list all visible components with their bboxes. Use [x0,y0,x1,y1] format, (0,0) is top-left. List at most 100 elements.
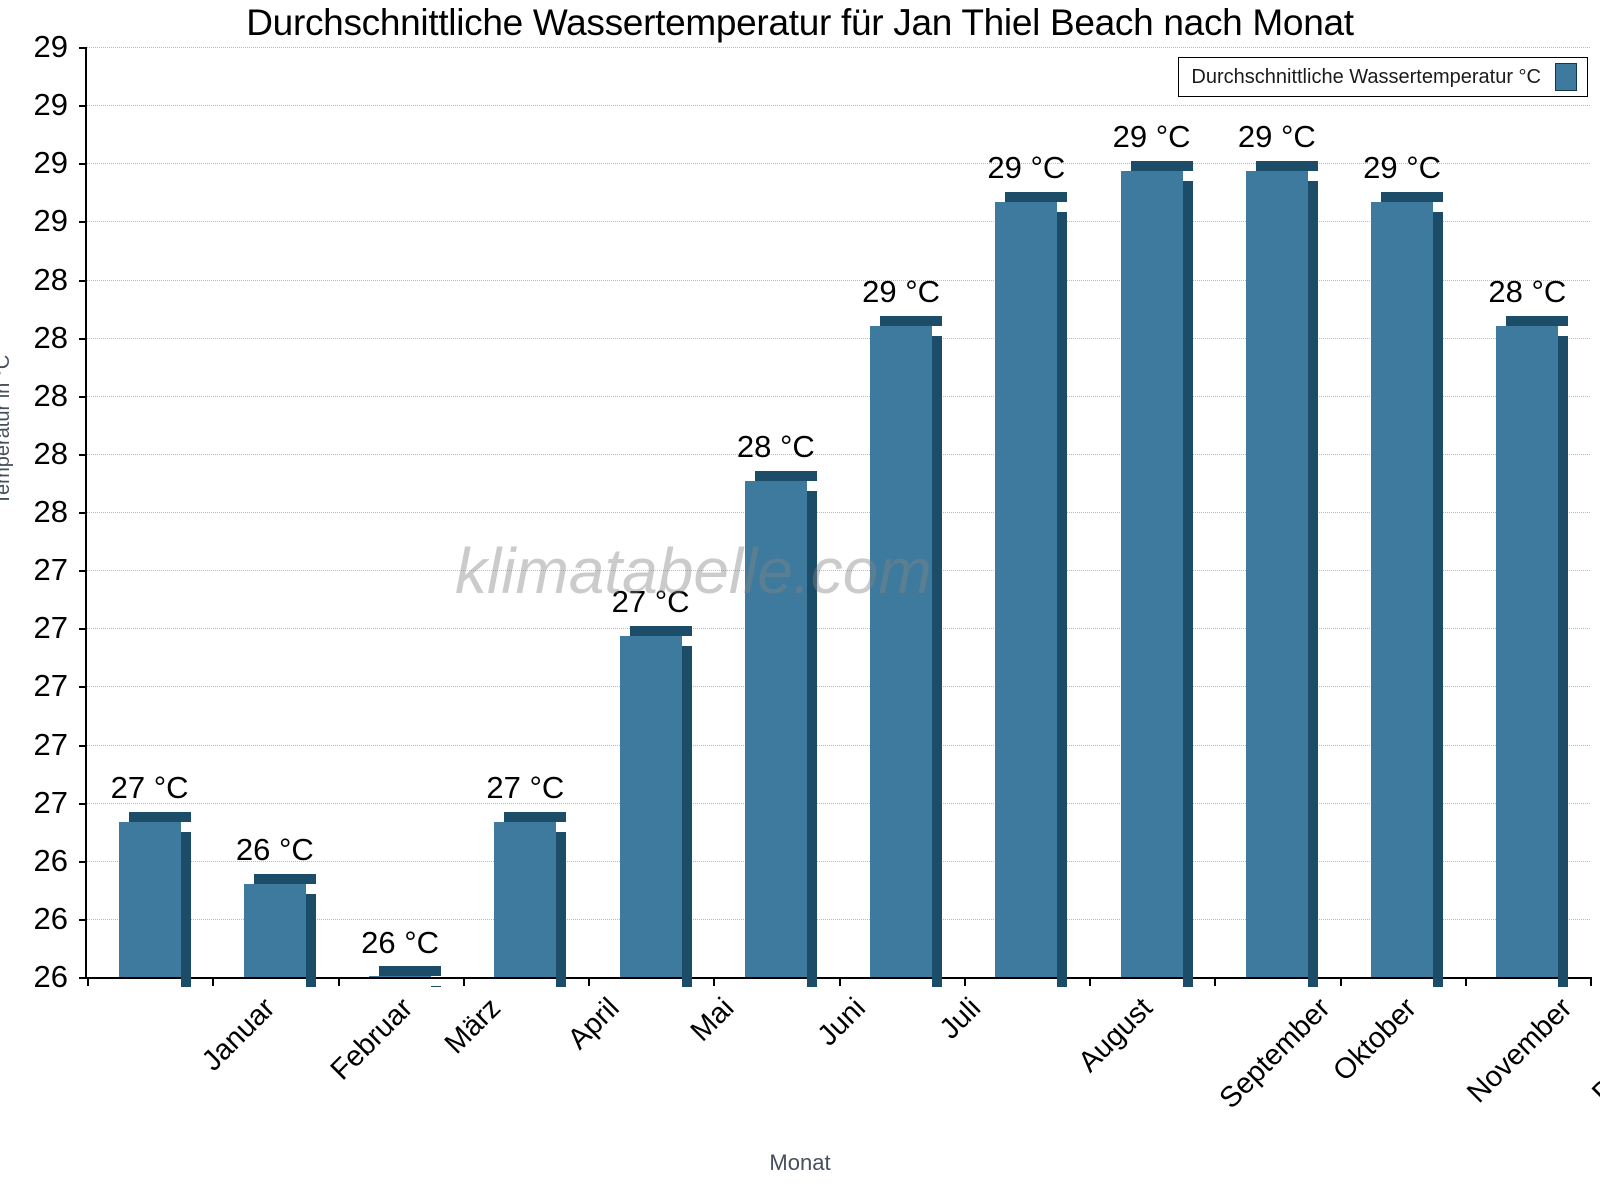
bar-side-shadow [932,336,943,987]
bar[interactable] [1245,161,1318,987]
y-tick-label: 27 [33,784,68,820]
bar-value-label: 27 °C [110,770,189,805]
bar-value-label: 29 °C [862,274,941,309]
bar-top-shadow [253,874,316,884]
bar-body [243,884,306,977]
gridline [87,395,1590,397]
bar-value-label: 26 °C [235,832,314,867]
bar-side-shadow [180,832,191,987]
bar[interactable] [744,471,817,987]
y-tick-mark [79,977,87,979]
y-tick-mark [79,453,87,456]
bar[interactable] [118,812,191,987]
bar[interactable] [995,192,1068,987]
x-tick-mark [1464,977,1467,986]
y-tick-label: 29 [33,145,68,181]
bar[interactable] [369,966,442,987]
y-tick-label: 27 [33,668,68,704]
bar-value-label: 27 °C [611,584,690,619]
y-tick-label: 26 [33,842,68,878]
bar-body [118,822,181,977]
bar-body [494,822,557,977]
bar-value-label: 28 °C [1488,274,1567,309]
gridline [87,802,1590,804]
bar[interactable] [1120,161,1193,987]
bar-top-shadow [880,316,943,326]
y-tick-mark [79,512,87,514]
y-tick-mark [79,918,87,921]
x-category-label: April [562,992,627,1056]
y-tick-mark [79,686,87,689]
x-category-label: Juli [933,992,988,1046]
gridline [87,512,1590,513]
legend-item-label: Durchschnittliche Wassertemperatur °C [1191,65,1541,88]
bar-value-label: 29 °C [1363,150,1442,185]
x-category-label: Dezember [1586,992,1600,1110]
x-category-label: Januar [195,992,281,1078]
bar-side-shadow [1433,212,1444,987]
y-tick-label: 29 [33,87,68,123]
bar[interactable] [870,316,943,987]
y-tick-label: 29 [33,29,68,64]
y-tick-mark [79,860,87,863]
x-tick-mark [1590,977,1592,986]
x-tick-mark [87,977,89,986]
bar-top-shadow [379,966,442,976]
gridline [87,860,1590,862]
gridline [87,105,1590,107]
bar-top-shadow [504,812,567,822]
gridline [87,279,1590,281]
x-tick-mark [838,977,841,986]
bar-side-shadow [806,491,817,987]
x-category-label: November [1461,992,1579,1110]
x-category-label: Juni [811,992,872,1053]
y-tick-label: 28 [33,319,68,355]
bar-value-label: 29 °C [987,150,1066,185]
x-tick-mark [212,977,215,986]
bar[interactable] [619,626,692,987]
x-tick-mark [1089,977,1091,986]
y-tick-mark [79,163,87,166]
gridline [87,628,1590,630]
plot-area: 29 29 29 29 28 28 28 28 28 27 27 27 27 27 26 26 26 27 °C… [34,29,1592,994]
bar[interactable] [1496,316,1569,987]
bar-top-shadow [1506,316,1569,326]
y-tick-label: 27 [33,552,68,588]
gridline [87,337,1590,339]
bar[interactable] [243,874,316,987]
chart-legend: Durchschnittliche Wassertemperatur °C [1178,57,1588,97]
bar-top-shadow [1005,192,1068,202]
gridline [87,453,1590,455]
bar-top-shadow [1255,161,1318,171]
bar-side-shadow [681,646,692,987]
gridline [87,47,1590,48]
x-tick-mark [1339,977,1342,986]
gridline [87,686,1590,688]
y-tick-mark [79,279,87,282]
bar-body [744,481,807,977]
bar-top-shadow [128,812,191,822]
x-axis-title: Monat [769,1150,831,1175]
bar[interactable] [1371,192,1444,987]
y-tick-mark [79,628,87,631]
x-category-label: September [1213,992,1337,1115]
bar-side-shadow [1057,212,1068,987]
chart-title: Durchschnittliche Wassertemperatur für J… [246,2,1354,43]
gridline [87,163,1590,165]
legend-color-swatch [1555,63,1577,91]
bar-value-label: 28 °C [736,429,815,464]
y-tick-mark [79,105,87,108]
bar-side-shadow [1307,181,1318,987]
bar[interactable] [494,812,567,987]
x-tick-mark [588,977,590,986]
y-tick-label: 27 [33,610,68,646]
bar-body [369,976,432,977]
bar-body [870,326,933,977]
x-category-label: August [1072,992,1160,1079]
y-tick-mark [79,221,87,224]
bar-side-shadow [305,894,316,987]
y-tick-label: 26 [33,900,68,936]
x-category-label: Februar [324,992,420,1087]
y-tick-mark [79,337,87,340]
y-tick-label: 28 [33,494,68,529]
